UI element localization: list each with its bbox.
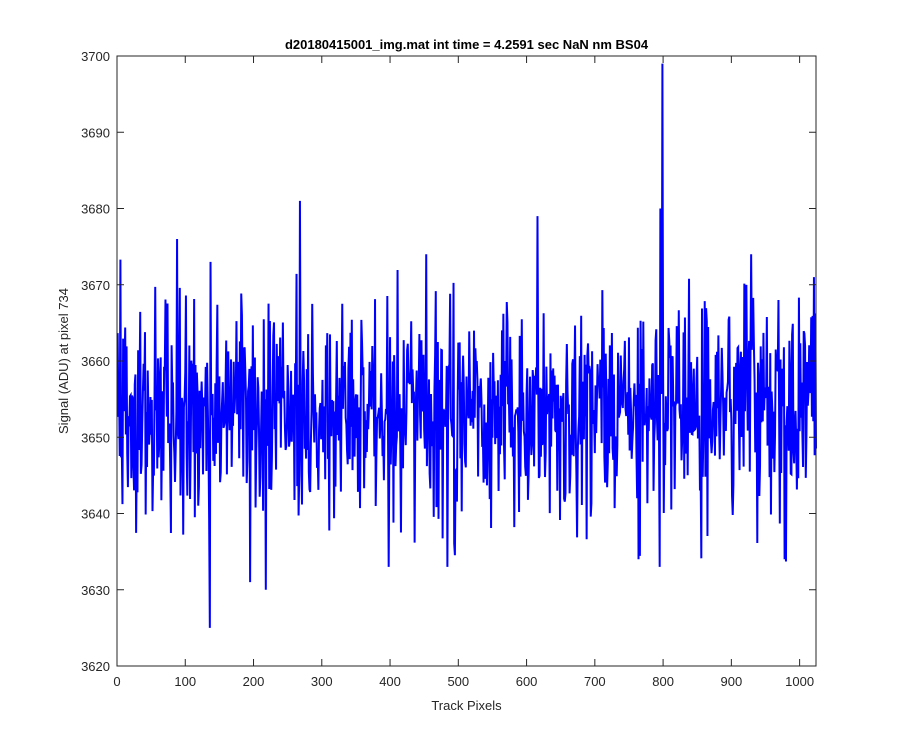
x-tick-label: 800 <box>652 674 674 689</box>
x-tick-label: 900 <box>721 674 743 689</box>
x-tick-label: 700 <box>584 674 606 689</box>
y-tick-label: 3620 <box>81 659 110 674</box>
x-tick-label: 500 <box>447 674 469 689</box>
chart-title: d20180415001_img.mat int time = 4.2591 s… <box>285 37 649 52</box>
y-tick-label: 3650 <box>81 430 110 445</box>
signal-line <box>116 63 817 628</box>
y-axis-label: Signal (ADU) at pixel 734 <box>56 288 71 434</box>
x-tick-label: 600 <box>516 674 538 689</box>
y-tick-label: 3640 <box>81 507 110 522</box>
y-tick-label: 3670 <box>81 278 110 293</box>
y-tick-label: 3690 <box>81 125 110 140</box>
y-tick-label: 3700 <box>81 49 110 64</box>
axes-layer: 0 100 200 300 400 500 600 700 800 900 1000 3620 3630… <box>81 49 817 689</box>
x-tick-label: 100 <box>174 674 196 689</box>
plot-area <box>117 56 816 666</box>
y-tick-label: 3660 <box>81 354 110 369</box>
x-axis-label: Track Pixels <box>431 698 502 713</box>
series-layer <box>116 63 817 628</box>
y-tick-label: 3630 <box>81 583 110 598</box>
x-tick-label: 200 <box>243 674 265 689</box>
x-tick-label: 300 <box>311 674 333 689</box>
x-tick-label: 1000 <box>785 674 814 689</box>
y-tick-label: 3680 <box>81 202 110 217</box>
x-tick-label: 0 <box>113 674 120 689</box>
x-tick-label: 400 <box>379 674 401 689</box>
